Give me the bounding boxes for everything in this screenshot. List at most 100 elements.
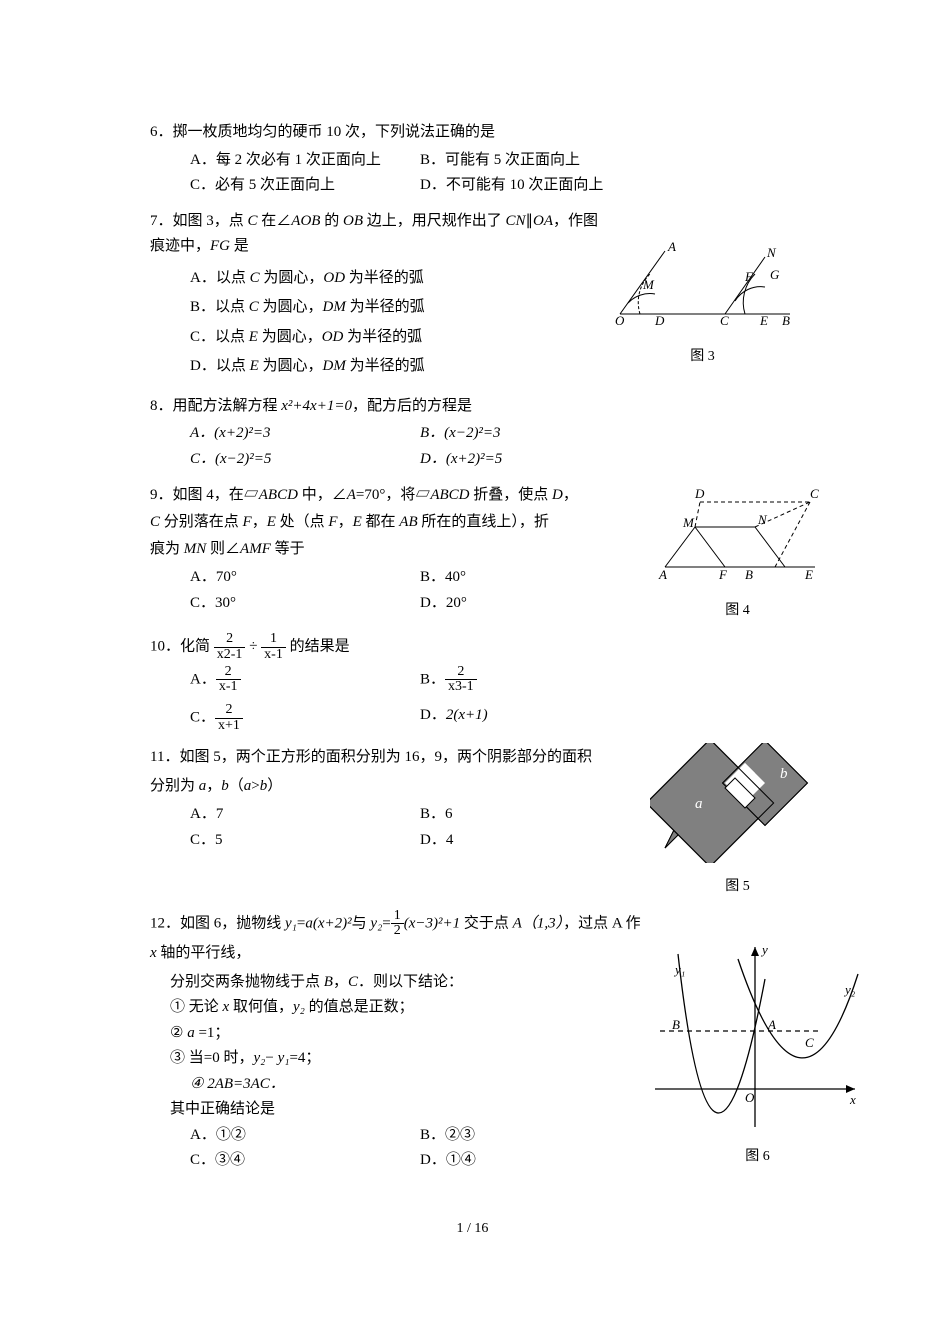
t: 分别交两条抛物线于点 [170,974,324,990]
q12-s2: ② a =1； [170,1021,650,1047]
t: E [250,358,259,374]
t: C． [190,710,215,726]
q9-opt-d: D．20° [420,591,650,617]
figure-4: D C M N A F B E 图 4 [655,482,820,622]
t: 8．用配方法解方程 [150,398,281,414]
lbl: F [718,567,728,582]
q11-stem: 11．如图 5，两个正方形的面积分别为 16，9，两个阴影部分的面积 分别为 a… [150,743,650,800]
t: 为半径的弧 [346,358,425,374]
t: OB [343,213,363,229]
t: 则∠ [206,541,240,557]
lbl: C [810,486,819,501]
q12-s3: ③ 当=0 时，y₂− y₁=4； [170,1046,650,1072]
t: 取何值， [229,999,293,1015]
t: C [348,974,358,990]
t: ．则以下结论： [358,974,463,990]
q7-stem: 7．如图 3，点 C 在∠AOB 的 OB 边上，用尺规作出了 CN∥OA，作图… [150,209,600,260]
t: D [552,487,563,503]
q6-opt-b: B．可能有 5 次正面向上 [420,148,650,174]
t: 2 [214,632,246,648]
t: y₂ [370,915,382,931]
lbl: y₁ [673,962,685,977]
t: =70°，将▱ [356,487,430,503]
q7-opt-d: D．以点 E 为圆心，DM 为半径的弧 [190,354,600,380]
q6-stem: 6．掷一枚质地均匀的硬币 10 次，下列说法正确的是 [150,120,795,146]
q10-opt-c: C．2x+1 [190,703,420,733]
t: A（1,3） [513,915,563,931]
q12-body: 分别交两条抛物线于点 B，C．则以下结论： ① 无论 x 取何值，y₂ 的值总是… [150,970,650,1123]
t: 处（点 [276,514,329,530]
t: 的 [320,213,343,229]
q9-stem: 9．如图 4，在▱ABCD 中，∠A=70°，将▱ABCD 折叠，使点 D， C… [150,482,650,563]
t: 2 [215,703,243,719]
t: x-1 [261,648,286,663]
t: 为半径的弧 [343,329,422,345]
t: 的结果是 [290,639,350,655]
t: 为圆心， [259,299,323,315]
figure-3: O A M D C E B N F G 图 3 [610,239,795,369]
q8-stem: 8．用配方法解方程 x²+4x+1=0，配方后的方程是 [150,394,795,420]
t: (x−3)²+1 [404,915,464,931]
question-9: 9．如图 4，在▱ABCD 中，∠A=70°，将▱ABCD 折叠，使点 D， C… [150,482,795,622]
t: A．以点 [190,270,250,286]
t: b [221,778,229,794]
lbl: F [744,269,754,284]
t: D．(x+2)²=5 [420,451,502,467]
t: 11．如图 5，两个正方形的面积分别为 16，9，两个阴影部分的面积 [150,749,592,765]
t: > [251,778,259,794]
t: x3-1 [445,680,477,695]
q10-opt-d: D．2(x+1) [420,703,488,733]
q8-opt-b: B．(x−2)²=3 [420,421,650,447]
t: 12．如图 6，抛物线 [150,915,285,931]
t: E [267,514,276,530]
t: 2 [216,665,241,681]
t: y₁ [285,915,297,931]
t: 边上，用尺规作出了 [363,213,506,229]
t: ） [267,778,282,794]
lbl: D [654,313,665,328]
q12-opt-a: A．①② [190,1123,420,1149]
t: OD [322,329,344,345]
t: = [382,915,390,931]
figure-6: O x y y₁ y₂ B A C 图 6 [650,939,865,1169]
t: C．以点 [190,329,249,345]
figure-3-svg: O A M D C E B N F G [610,239,795,334]
q6-opt-c: C．必有 5 次正面向上 [190,173,420,199]
q7-opt-c: C．以点 E 为圆心，OD 为半径的弧 [190,325,600,351]
t: =4； [289,1050,320,1066]
lbl: O [745,1090,755,1105]
lbl: A [767,1017,776,1032]
lbl: b [780,766,788,782]
t: ， [338,514,353,530]
q9-opt-c: C．30° [190,591,420,617]
t: A．(x+2)²=3 [190,425,271,441]
figure-5: a b 图 5 [650,743,825,898]
t: C [150,514,160,530]
t: 分别落在点 [160,514,243,530]
t: 为半径的弧 [345,270,424,286]
t: y₂ [293,999,305,1015]
t: y₂ [253,1050,265,1066]
t: a [187,1025,195,1041]
t: 为半径的弧 [346,299,425,315]
figure-4-label: 图 4 [655,599,820,623]
t: y₁ [278,1050,290,1066]
t: (x+2)² [313,915,352,931]
t: x-1 [216,680,241,695]
t: AOB [291,213,320,229]
lbl: A [658,567,667,582]
t: 7．如图 3，点 [150,213,248,229]
t: DM [323,358,346,374]
t: x2-1 [214,648,246,663]
t: ABCD [259,487,298,503]
t: MN [184,541,207,557]
t: D． [420,707,446,723]
t: E [249,329,258,345]
question-12: 12．如图 6，抛物线 y₁=a(x+2)²与 y₂=12(x−3)²+1 交于… [150,909,795,1174]
t: ， [206,778,221,794]
t: C [249,299,259,315]
t: 为圆心， [259,358,323,374]
figure-5-label: 图 5 [650,875,825,899]
t: ④ 2AB=3AC． [190,1076,285,1092]
lbl: O [615,313,625,328]
